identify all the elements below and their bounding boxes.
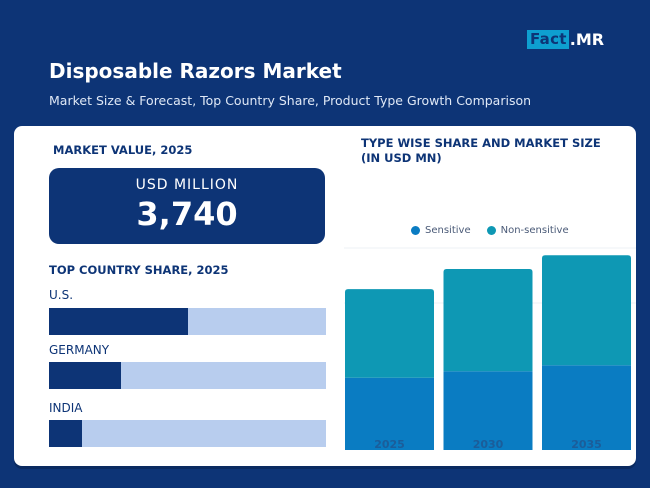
country-name-india: INDIA (49, 401, 83, 415)
market-value-number: 3,740 (136, 195, 238, 233)
legend-label-sensitive: Sensitive (425, 225, 471, 236)
market-value-label: MARKET VALUE, 2025 (53, 143, 193, 157)
country-name-us: U.S. (49, 288, 74, 302)
bar-non-sensitive-2035 (542, 255, 631, 366)
country-bar-fill-germany (49, 362, 122, 389)
country-bar-germany (49, 362, 326, 389)
logo-mr: .MR (569, 30, 605, 49)
country-name-germany: GERMANY (49, 343, 110, 357)
chart-title: TYPE WISE SHARE AND MARKET SIZE (IN USD … (361, 136, 601, 165)
market-value-unit: USD MILLION (135, 177, 239, 193)
type-wise-bar-chart: 2025 2030 2035 (344, 247, 636, 451)
country-share-label: TOP COUNTRY SHARE, 2025 (49, 263, 229, 277)
bar-non-sensitive-2030 (443, 268, 533, 372)
legend-item-sensitive: Sensitive (411, 225, 471, 236)
legend-dot-sensitive (411, 226, 420, 235)
country-bar-us (49, 308, 326, 335)
logo-fact: Fact (527, 30, 569, 49)
brand-logo: Fact .MR (527, 30, 604, 49)
x-tick-label-2030: 2030 (473, 438, 504, 451)
bar-non-sensitive-2025 (345, 289, 434, 378)
page-subtitle: Market Size & Forecast, Top Country Shar… (49, 93, 532, 108)
legend-dot-non-sensitive (486, 226, 496, 235)
legend-label-non-sensitive: Non-sensitive (500, 225, 569, 236)
page-title: Disposable Razors Market (49, 59, 342, 83)
chart-legend: Sensitive Non-sensitive (411, 225, 569, 236)
legend-item-non-sensitive: Non-sensitive (486, 225, 569, 236)
content-card: MARKET VALUE, 2025 USD MILLION 3,740 TOP… (14, 126, 636, 466)
x-tick-label-2025: 2025 (374, 438, 405, 451)
country-bar-fill-india (49, 420, 83, 447)
market-value-box: USD MILLION 3,740 (49, 168, 325, 244)
country-bar-fill-us (49, 308, 188, 335)
bar-sensitive-2035 (542, 365, 631, 450)
x-tick-label-2035: 2035 (571, 438, 602, 451)
country-bar-india (49, 420, 326, 447)
bar-sensitive-2030 (443, 371, 533, 450)
bar-sensitive-2025 (345, 377, 434, 450)
